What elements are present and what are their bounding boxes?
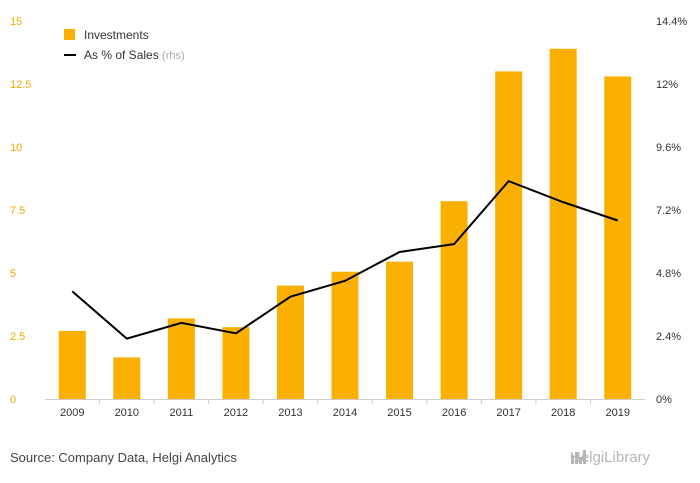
line-pct-of-sales <box>71 179 619 340</box>
bar-investments <box>58 330 86 399</box>
y-right-tick-label: 4.8% <box>656 268 681 280</box>
legend-label-pct-of-sales: As % of Sales (rhs) <box>84 48 185 62</box>
y-left-tick-label: 12.5 <box>10 79 31 91</box>
bar-investments <box>440 201 468 399</box>
y-left-tick-label: 2.5 <box>10 331 25 343</box>
brand-logo[interactable]: HelgiLibrary <box>570 449 650 466</box>
y-left-tick-label: 5 <box>10 268 16 280</box>
x-tick-label: 2015 <box>387 407 411 419</box>
source-note: Source: Company Data, Helgi Analytics <box>10 450 237 465</box>
legend-label-investments: Investments <box>84 28 149 42</box>
brand-name: HelgiLibrary <box>570 449 651 466</box>
y-right-tick-label: 7.2% <box>656 205 681 217</box>
x-tick-label: 2018 <box>551 407 575 419</box>
y-right-tick-label: 0% <box>656 394 672 406</box>
x-tick-label: 2012 <box>224 407 248 419</box>
y-right-tick-label: 9.6% <box>656 142 681 154</box>
bar-investments <box>331 271 359 399</box>
bar-investments <box>113 357 141 399</box>
bar-investments <box>549 48 577 399</box>
y-right-tick-label: 14.4% <box>656 16 687 28</box>
bar-investments <box>276 285 304 399</box>
bar-investments <box>386 261 414 399</box>
y-right-tick-label: 12% <box>656 79 678 91</box>
y-right-tick-label: 2.4% <box>656 331 681 343</box>
y-left-tick-label: 7.5 <box>10 205 25 217</box>
legend-swatch-investments <box>64 29 75 40</box>
legend-rhs-note: (rhs) <box>162 50 185 62</box>
bar-investments <box>495 71 523 400</box>
bar-investments <box>604 76 632 399</box>
helgi-library-logo-icon <box>571 450 586 464</box>
y-left-tick-label: 15 <box>10 16 22 28</box>
x-tick-label: 2017 <box>496 407 520 419</box>
y-left-tick-label: 10 <box>10 142 22 154</box>
x-tick-label: 2010 <box>115 407 139 419</box>
bar-investments <box>222 327 250 399</box>
x-tick-label: 2016 <box>442 407 466 419</box>
x-tick-label: 2011 <box>170 407 194 419</box>
bar-investments <box>167 318 195 399</box>
x-tick-label: 2013 <box>278 407 302 419</box>
x-tick-label: 2009 <box>60 407 84 419</box>
x-tick-label: 2019 <box>605 407 629 419</box>
y-left-tick-label: 0 <box>10 394 16 406</box>
x-tick-label: 2014 <box>333 407 357 419</box>
